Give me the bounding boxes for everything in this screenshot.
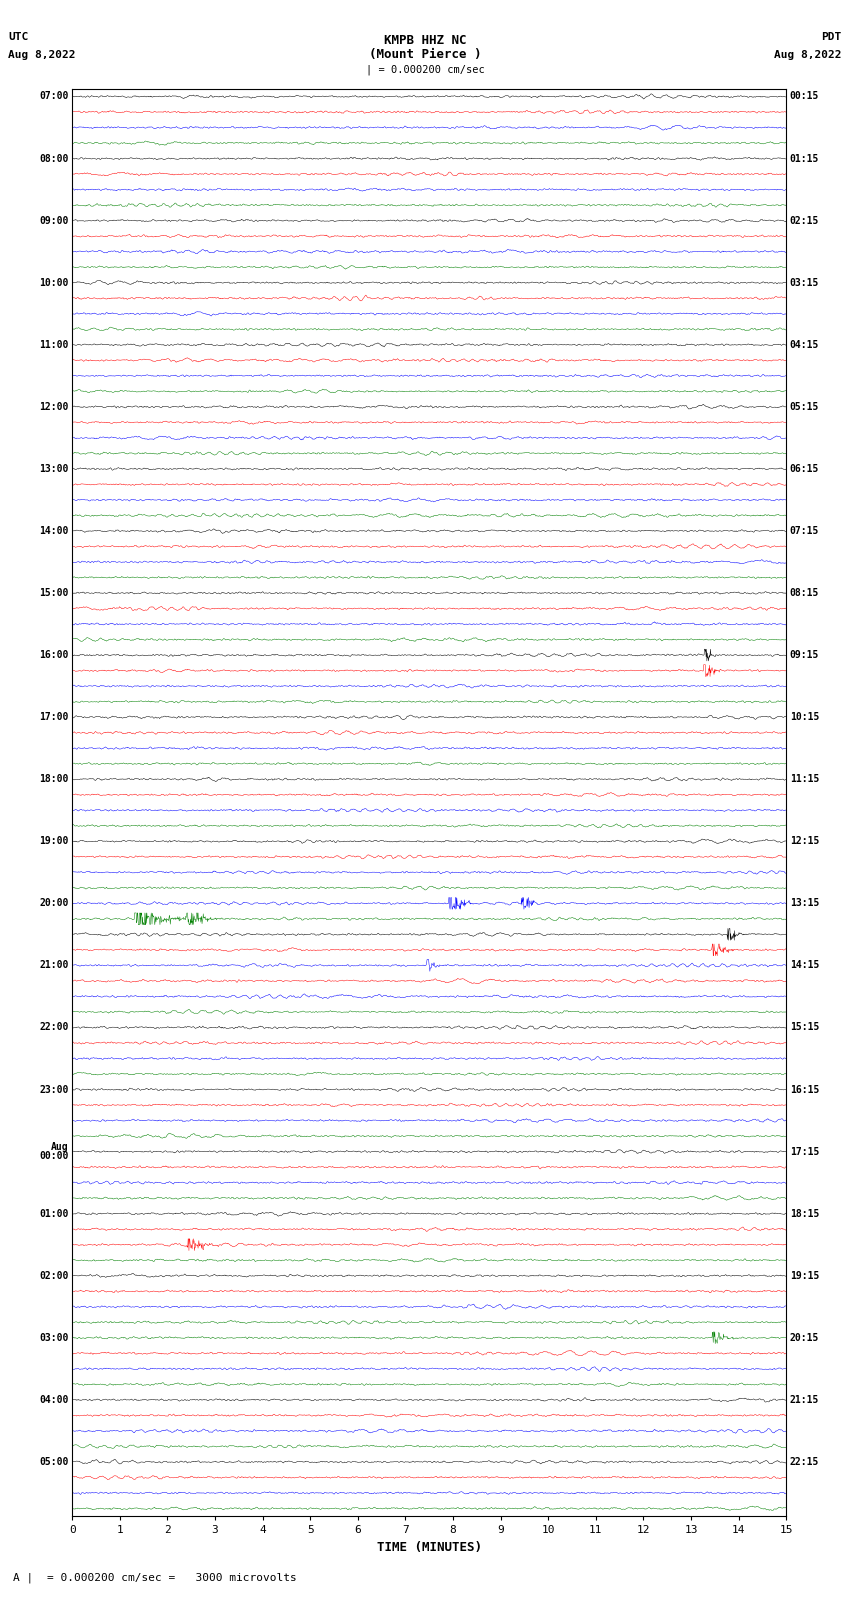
Text: 05:15: 05:15 — [790, 402, 819, 411]
Text: PDT: PDT — [821, 32, 842, 42]
Text: 09:00: 09:00 — [39, 216, 69, 226]
Text: A |: A | — [13, 1573, 33, 1582]
Text: 10:00: 10:00 — [39, 277, 69, 287]
Text: 22:00: 22:00 — [39, 1023, 69, 1032]
Text: 17:00: 17:00 — [39, 711, 69, 723]
Text: 07:15: 07:15 — [790, 526, 819, 536]
Text: = 0.000200 cm/sec =   3000 microvolts: = 0.000200 cm/sec = 3000 microvolts — [47, 1573, 297, 1582]
Text: 00:15: 00:15 — [790, 92, 819, 102]
Text: 07:00: 07:00 — [39, 92, 69, 102]
Text: 11:00: 11:00 — [39, 340, 69, 350]
Text: 15:00: 15:00 — [39, 589, 69, 598]
Text: 04:15: 04:15 — [790, 340, 819, 350]
Text: 04:00: 04:00 — [39, 1395, 69, 1405]
Text: 23:00: 23:00 — [39, 1084, 69, 1095]
Text: 12:00: 12:00 — [39, 402, 69, 411]
Text: 03:00: 03:00 — [39, 1332, 69, 1342]
Text: UTC: UTC — [8, 32, 29, 42]
Text: | = 0.000200 cm/sec: | = 0.000200 cm/sec — [366, 65, 484, 74]
Text: 14:00: 14:00 — [39, 526, 69, 536]
Text: 05:00: 05:00 — [39, 1457, 69, 1466]
Text: 19:00: 19:00 — [39, 836, 69, 847]
Text: 02:00: 02:00 — [39, 1271, 69, 1281]
Text: 01:00: 01:00 — [39, 1208, 69, 1219]
Text: 20:15: 20:15 — [790, 1332, 819, 1342]
Text: 19:15: 19:15 — [790, 1271, 819, 1281]
Text: 17:15: 17:15 — [790, 1147, 819, 1157]
Text: 10:15: 10:15 — [790, 711, 819, 723]
Text: 02:15: 02:15 — [790, 216, 819, 226]
Text: 16:00: 16:00 — [39, 650, 69, 660]
Text: 13:00: 13:00 — [39, 465, 69, 474]
Text: 14:15: 14:15 — [790, 960, 819, 971]
Text: (Mount Pierce ): (Mount Pierce ) — [369, 48, 481, 61]
Text: KMPB HHZ NC: KMPB HHZ NC — [383, 34, 467, 47]
Text: 18:15: 18:15 — [790, 1208, 819, 1219]
Text: 20:00: 20:00 — [39, 898, 69, 908]
Text: 18:00: 18:00 — [39, 774, 69, 784]
Text: 06:15: 06:15 — [790, 465, 819, 474]
Text: 00:00: 00:00 — [39, 1152, 69, 1161]
Text: 11:15: 11:15 — [790, 774, 819, 784]
X-axis label: TIME (MINUTES): TIME (MINUTES) — [377, 1540, 482, 1553]
Text: 15:15: 15:15 — [790, 1023, 819, 1032]
Text: 09:15: 09:15 — [790, 650, 819, 660]
Text: 16:15: 16:15 — [790, 1084, 819, 1095]
Text: 13:15: 13:15 — [790, 898, 819, 908]
Text: 03:15: 03:15 — [790, 277, 819, 287]
Text: 21:00: 21:00 — [39, 960, 69, 971]
Text: Aug 8,2022: Aug 8,2022 — [774, 50, 842, 60]
Text: Aug 8,2022: Aug 8,2022 — [8, 50, 76, 60]
Text: 01:15: 01:15 — [790, 153, 819, 163]
Text: 08:00: 08:00 — [39, 153, 69, 163]
Text: Aug: Aug — [51, 1142, 69, 1152]
Text: 12:15: 12:15 — [790, 836, 819, 847]
Text: 08:15: 08:15 — [790, 589, 819, 598]
Text: 21:15: 21:15 — [790, 1395, 819, 1405]
Text: 22:15: 22:15 — [790, 1457, 819, 1466]
